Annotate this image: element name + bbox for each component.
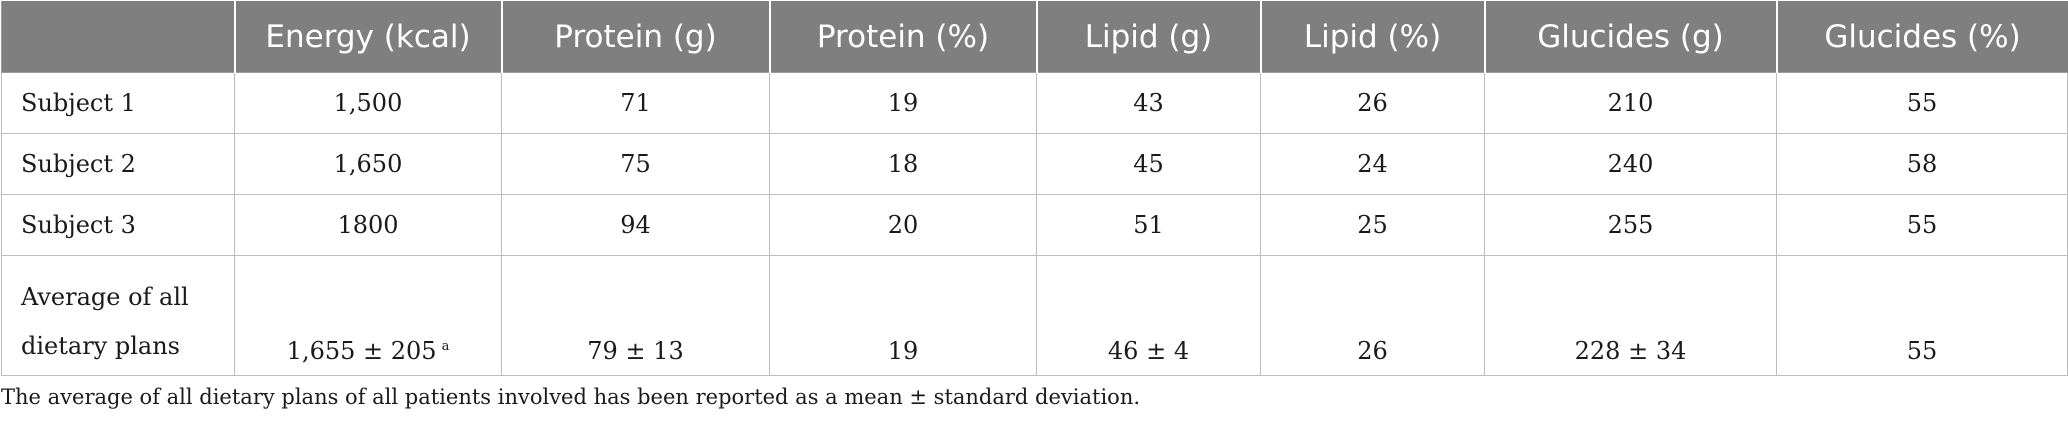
table-row: Subject 3 1800 94 20 51 25 255 55 <box>1 194 2068 256</box>
cell-energy: 1,650 <box>234 133 502 195</box>
cell-lipid-pct: 25 <box>1260 194 1485 256</box>
cell-protein-pct: 18 <box>769 133 1037 195</box>
table-row-average: Average of all dietary plans 1,655 ± 205 a… <box>1 255 2068 376</box>
cell-lipid-pct-average: 26 <box>1260 255 1485 376</box>
row-label: Subject 1 <box>1 72 235 134</box>
cell-lipid-pct: 26 <box>1260 72 1485 134</box>
footnote-marker: a <box>441 339 450 354</box>
row-label: Subject 2 <box>1 133 235 195</box>
cell-glucides-pct: 55 <box>1776 194 2068 256</box>
header-cell-glucides-pct: Glucides (%) <box>1775 1 2068 73</box>
cell-energy-value: 1,655 ± 205 <box>286 337 437 365</box>
cell-lipid-pct: 24 <box>1260 133 1485 195</box>
cell-glucides-g: 255 <box>1484 194 1777 256</box>
cell-lipid-g: 45 <box>1036 133 1261 195</box>
header-cell-blank <box>1 1 235 73</box>
cell-glucides-pct: 58 <box>1776 133 2068 195</box>
cell-glucides-g: 240 <box>1484 133 1777 195</box>
cell-energy: 1800 <box>234 194 502 256</box>
header-cell-glucides-g: Glucides (g) <box>1483 1 1777 73</box>
cell-protein-g: 71 <box>501 72 770 134</box>
row-label-average: Average of all dietary plans <box>1 255 235 376</box>
cell-glucides-g: 210 <box>1484 72 1777 134</box>
table-row: Subject 2 1,650 75 18 45 24 240 58 <box>1 133 2068 195</box>
table-header-row: Energy (kcal) Protein (g) Protein (%) Li… <box>1 1 2068 73</box>
cell-lipid-g: 43 <box>1036 72 1261 134</box>
cell-protein-pct: 19 <box>769 72 1037 134</box>
table-row: Subject 1 1,500 71 19 43 26 210 55 <box>1 72 2068 134</box>
header-cell-lipid-pct: Lipid (%) <box>1259 1 1485 73</box>
cell-protein-g-average: 79 ± 13 <box>501 255 770 376</box>
row-label-line2: dietary plans <box>21 332 180 360</box>
cell-lipid-g-average: 46 ± 4 <box>1036 255 1261 376</box>
cell-glucides-pct: 55 <box>1776 72 2068 134</box>
cell-protein-g: 75 <box>501 133 770 195</box>
cell-energy-average: 1,655 ± 205 a <box>234 255 502 376</box>
header-cell-protein-pct: Protein (%) <box>768 1 1037 73</box>
cell-energy: 1,500 <box>234 72 502 134</box>
dietary-plans-table: Energy (kcal) Protein (g) Protein (%) Li… <box>1 1 2068 376</box>
header-cell-protein-g: Protein (g) <box>500 1 770 73</box>
header-cell-energy: Energy (kcal) <box>233 1 502 73</box>
header-cell-lipid-g: Lipid (g) <box>1035 1 1261 73</box>
table-footnote: The average of all dietary plans of all … <box>1 385 1141 409</box>
cell-glucides-pct-average: 55 <box>1776 255 2068 376</box>
nutrition-table-container: Energy (kcal) Protein (g) Protein (%) Li… <box>1 1 2068 376</box>
cell-lipid-g: 51 <box>1036 194 1261 256</box>
row-label: Subject 3 <box>1 194 235 256</box>
row-label-line1: Average of all <box>21 283 189 311</box>
cell-glucides-g-average: 228 ± 34 <box>1484 255 1777 376</box>
cell-protein-pct-average: 19 <box>769 255 1037 376</box>
cell-protein-g: 94 <box>501 194 770 256</box>
cell-protein-pct: 20 <box>769 194 1037 256</box>
